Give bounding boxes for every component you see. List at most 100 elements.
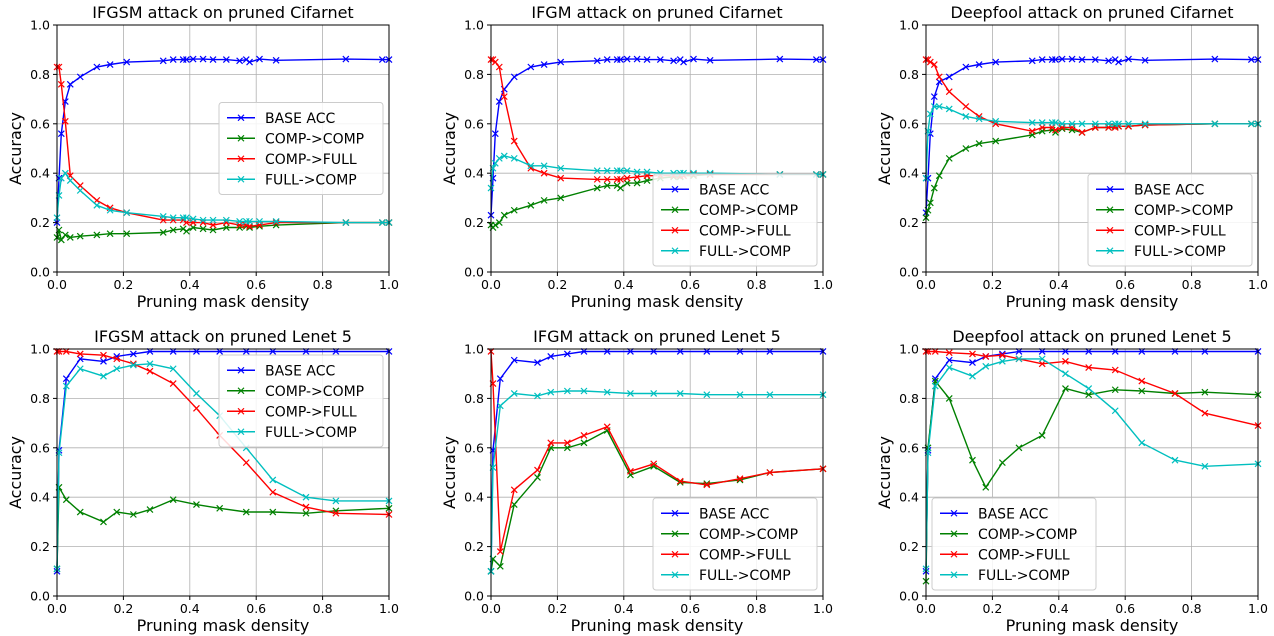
legend-label: FULL->COMP — [265, 172, 357, 188]
data-point — [222, 224, 230, 231]
legend-swatch-marker — [237, 387, 245, 395]
y-tick-label: 1.0 — [30, 342, 50, 357]
y-tick-label: 0.4 — [464, 166, 484, 181]
data-point — [510, 73, 518, 81]
data-point — [510, 486, 518, 494]
x-tick-label: 0.2 — [547, 601, 567, 616]
data-point — [76, 187, 84, 194]
x-tick-label: 0.0 — [47, 277, 67, 292]
data-point — [563, 444, 571, 452]
data-point — [593, 167, 601, 175]
data-point — [113, 365, 121, 373]
x-tick-label: 1.0 — [379, 277, 399, 292]
legend-item: COMP->FULL — [227, 152, 357, 168]
legend-item: BASE ACC — [1096, 182, 1204, 198]
axes-frame — [925, 24, 1259, 273]
data-point — [998, 351, 1006, 359]
legend-label: FULL->COMP — [699, 244, 791, 260]
data-point — [1201, 409, 1209, 417]
data-point — [1078, 120, 1086, 128]
data-point — [61, 231, 69, 239]
data-point — [236, 217, 244, 225]
data-point — [302, 503, 310, 511]
data-point — [491, 58, 499, 66]
data-point — [540, 61, 548, 68]
data-point — [812, 56, 820, 64]
data-point — [169, 56, 177, 64]
data-point — [1111, 56, 1119, 64]
data-point — [676, 477, 684, 485]
x-tick-label: 0.6 — [1115, 277, 1135, 292]
data-point — [945, 105, 953, 113]
data-point — [690, 55, 697, 63]
data-point — [998, 459, 1006, 467]
data-point — [1015, 355, 1023, 363]
legend-swatch-marker — [671, 185, 679, 193]
chart-title: Deepfool attack on pruned Cifarnet — [951, 3, 1234, 22]
data-point — [129, 350, 137, 358]
legend-box — [931, 497, 1097, 591]
y-axis-label: Accuracy — [440, 112, 459, 185]
axes-frame — [490, 348, 824, 597]
y-tick-label: 0.4 — [464, 490, 484, 505]
legend-item: COMP->FULL — [661, 223, 791, 239]
subplot-5: 0.0 0.2 0.4 0.6 0.8 1.0 0.0 0.2 0.4 0.6 0.8 1.0 IFGM… — [440, 327, 833, 635]
y-tick-label: 0.0 — [899, 265, 919, 280]
legend-item: COMP->FULL — [661, 547, 791, 563]
legend-swatch-marker — [1106, 206, 1114, 214]
data-point — [563, 350, 571, 358]
y-tick-label: 0.2 — [899, 215, 919, 230]
data-point — [500, 152, 508, 160]
y-tick-label: 0.6 — [464, 440, 484, 455]
data-point — [969, 350, 976, 358]
data-point — [975, 140, 983, 147]
legend-label: BASE ACC — [265, 111, 335, 127]
legend-label: BASE ACC — [265, 363, 335, 379]
legend-swatch-marker — [950, 550, 958, 558]
chart-title: IFGM attack on pruned Lenet 5 — [533, 327, 781, 346]
legend-label: FULL->COMP — [978, 568, 1070, 584]
data-point — [930, 61, 938, 68]
data-point — [496, 548, 504, 555]
data-point — [100, 357, 107, 365]
data-point — [534, 474, 541, 481]
y-tick-label: 0.0 — [30, 265, 50, 280]
data-point — [510, 356, 518, 364]
y-tick-label: 0.8 — [30, 391, 50, 406]
data-point — [510, 137, 518, 145]
data-point — [1125, 55, 1132, 63]
legend-swatch-marker — [671, 247, 679, 255]
data-point — [93, 231, 101, 239]
data-point — [935, 172, 943, 180]
y-tick-label: 0.6 — [30, 440, 50, 455]
data-point — [656, 56, 664, 64]
data-point — [66, 177, 74, 185]
legend: BASE ACC COMP->COMP COMP->FULL FULL->COMP — [1087, 173, 1253, 267]
data-point — [269, 488, 277, 496]
x-tick-label: 0.8 — [1182, 277, 1202, 292]
data-point — [169, 365, 177, 373]
data-point — [643, 56, 651, 64]
series-line — [490, 351, 824, 552]
data-point — [242, 459, 250, 467]
x-tick-label: 0.8 — [747, 277, 767, 292]
data-point — [169, 226, 177, 234]
series-comp-comp — [53, 219, 393, 244]
data-point — [945, 88, 953, 96]
y-tick-label: 0.2 — [30, 215, 50, 230]
data-point — [534, 466, 541, 474]
x-tick-label: 0.0 — [481, 277, 501, 292]
legend-label: COMP->COMP — [699, 527, 798, 543]
data-point — [491, 221, 499, 229]
y-axis-label: Accuracy — [440, 436, 459, 509]
x-axis-label: Pruning mask density — [571, 292, 744, 311]
data-point — [496, 375, 504, 383]
data-point — [146, 506, 154, 513]
data-point — [209, 216, 217, 224]
data-point — [76, 232, 84, 240]
data-point — [1105, 57, 1113, 65]
x-axis-label: Pruning mask density — [1006, 292, 1179, 311]
axes-frame — [56, 24, 390, 273]
data-point — [146, 367, 154, 375]
data-point — [1062, 357, 1069, 365]
